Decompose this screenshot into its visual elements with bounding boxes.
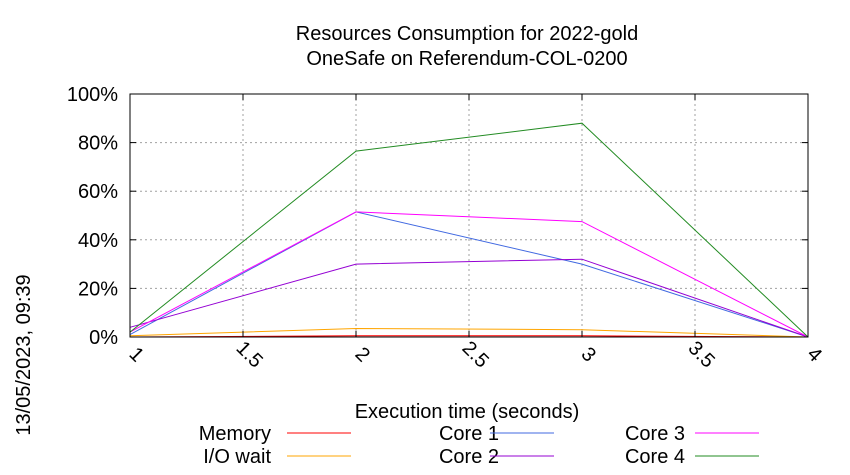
x-tick-label: 2: [351, 343, 374, 366]
y-tick-label: 60%: [78, 181, 118, 203]
x-tick-label: 1.5: [232, 337, 267, 372]
legend-label-memory: Memory: [199, 423, 271, 445]
x-tick-label: 3.5: [684, 337, 719, 372]
x-axis-label: Execution time (seconds): [355, 401, 580, 423]
y-tick-label: 20%: [78, 278, 118, 300]
y-tick-label: 80%: [78, 133, 118, 155]
x-tick-label: 3: [577, 343, 600, 366]
legend-label-core-2: Core 2: [439, 446, 499, 468]
legend-label-i-o-wait: I/O wait: [203, 446, 271, 468]
x-tick-label: 2.5: [458, 337, 493, 372]
chart-title-line-1: Resources Consumption for 2022-gold: [296, 23, 638, 45]
x-tick-label: 1: [125, 343, 148, 366]
chart-title-line-2: OneSafe on Referendum-COL-0200: [306, 48, 627, 70]
grid: [130, 94, 808, 337]
series-line-core-1: [129, 211, 809, 338]
series-line-core-4: [129, 122, 809, 338]
x-tick-label: 4: [803, 343, 826, 366]
side-timestamp: 13/05/2023, 09:39: [13, 274, 35, 435]
legend-label-core-4: Core 4: [625, 446, 685, 468]
y-tick-label: 40%: [78, 230, 118, 252]
legend-label-core-1: Core 1: [439, 423, 499, 445]
y-axis-ticks: 0% 20% 40% 60% 80% 100%: [67, 84, 808, 349]
series-line-core-3: [129, 211, 809, 338]
legend-label-core-3: Core 3: [625, 423, 685, 445]
x-axis-ticks: 1 1.5 2 2.5 3 3.5 4: [125, 94, 826, 372]
y-tick-label: 0%: [89, 327, 118, 349]
y-tick-label: 100%: [67, 84, 118, 106]
series-line-core-2: [129, 258, 809, 338]
